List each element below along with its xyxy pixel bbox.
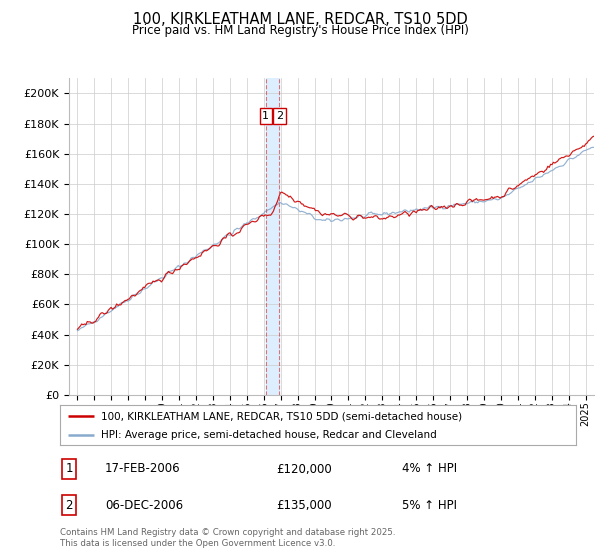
Text: 100, KIRKLEATHAM LANE, REDCAR, TS10 5DD: 100, KIRKLEATHAM LANE, REDCAR, TS10 5DD (133, 12, 467, 27)
Text: 1: 1 (65, 463, 73, 475)
Text: £135,000: £135,000 (276, 499, 332, 512)
Text: £120,000: £120,000 (276, 463, 332, 475)
Text: 5% ↑ HPI: 5% ↑ HPI (402, 499, 457, 512)
Text: 4% ↑ HPI: 4% ↑ HPI (402, 463, 457, 475)
Bar (266, 78, 280, 395)
Text: Contains HM Land Registry data © Crown copyright and database right 2025.
This d: Contains HM Land Registry data © Crown c… (60, 528, 395, 548)
Text: 17-FEB-2006: 17-FEB-2006 (105, 463, 181, 475)
Text: 2: 2 (65, 499, 73, 512)
Text: Price paid vs. HM Land Registry's House Price Index (HPI): Price paid vs. HM Land Registry's House … (131, 24, 469, 36)
Text: 100, KIRKLEATHAM LANE, REDCAR, TS10 5DD (semi-detached house): 100, KIRKLEATHAM LANE, REDCAR, TS10 5DD … (101, 411, 463, 421)
Text: 2: 2 (276, 111, 283, 121)
Text: 1: 1 (262, 111, 269, 121)
Text: 06-DEC-2006: 06-DEC-2006 (105, 499, 183, 512)
Text: HPI: Average price, semi-detached house, Redcar and Cleveland: HPI: Average price, semi-detached house,… (101, 430, 437, 440)
